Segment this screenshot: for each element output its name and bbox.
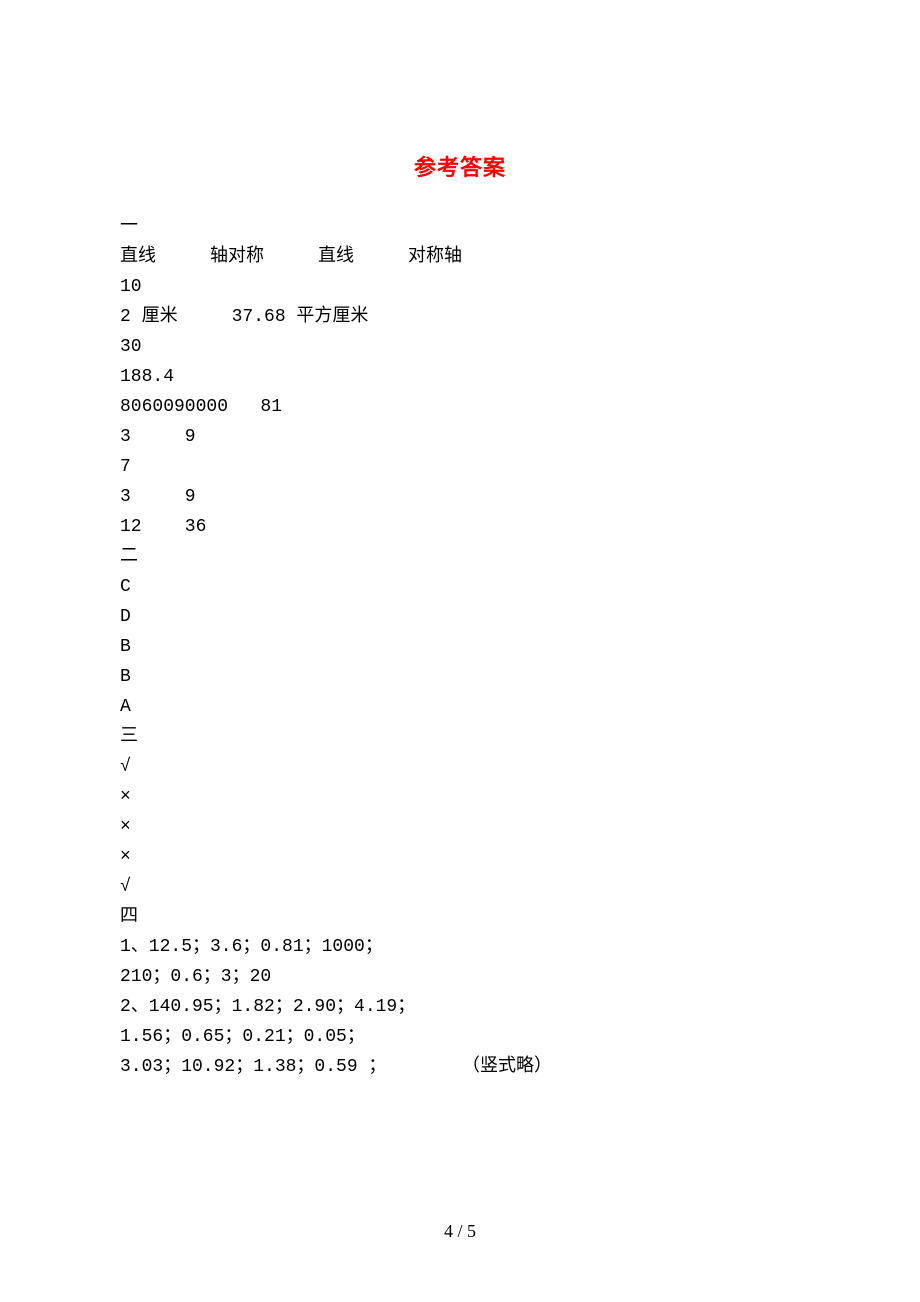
answer-line: × (120, 842, 800, 872)
answer-line: 7 (120, 452, 800, 482)
answer-line: 30 (120, 332, 800, 362)
answer-line: D (120, 602, 800, 632)
page-title: 参考答案 (120, 150, 800, 182)
answer-line: 8060090000 81 (120, 392, 800, 422)
answer-line: C (120, 572, 800, 602)
answer-line: × (120, 812, 800, 842)
answer-line: √ (120, 872, 800, 902)
answer-line: 3 9 (120, 422, 800, 452)
answer-line: × (120, 782, 800, 812)
answer-body: 一 直线 轴对称 直线 对称轴 10 2 厘米 37.68 平方厘米 30 18… (120, 212, 800, 1082)
answer-line: A (120, 692, 800, 722)
answer-line: 3 9 (120, 482, 800, 512)
answer-line: 四 (120, 902, 800, 932)
answer-line: 2、140.95；1.82；2.90；4.19； (120, 992, 800, 1022)
answer-line: 12 36 (120, 512, 800, 542)
answer-line: 10 (120, 272, 800, 302)
page-number: 4 / 5 (0, 1221, 920, 1242)
answer-line: 210；0.6；3；20 (120, 962, 800, 992)
answer-line: 二 (120, 542, 800, 572)
answer-line: √ (120, 752, 800, 782)
answer-line: 三 (120, 722, 800, 752)
answer-line: B (120, 632, 800, 662)
document-page: 参考答案 一 直线 轴对称 直线 对称轴 10 2 厘米 37.68 平方厘米 … (0, 0, 920, 1302)
answer-line: B (120, 662, 800, 692)
answer-line: 3.03；10.92；1.38；0.59 ； （竖式略） (120, 1052, 800, 1082)
answer-line: 2 厘米 37.68 平方厘米 (120, 302, 800, 332)
answer-line: 1、12.5；3.6；0.81；1000； (120, 932, 800, 962)
answer-line: 一 (120, 212, 800, 242)
answer-line: 1.56；0.65；0.21；0.05； (120, 1022, 800, 1052)
answer-line: 直线 轴对称 直线 对称轴 (120, 242, 800, 272)
answer-line: 188.4 (120, 362, 800, 392)
